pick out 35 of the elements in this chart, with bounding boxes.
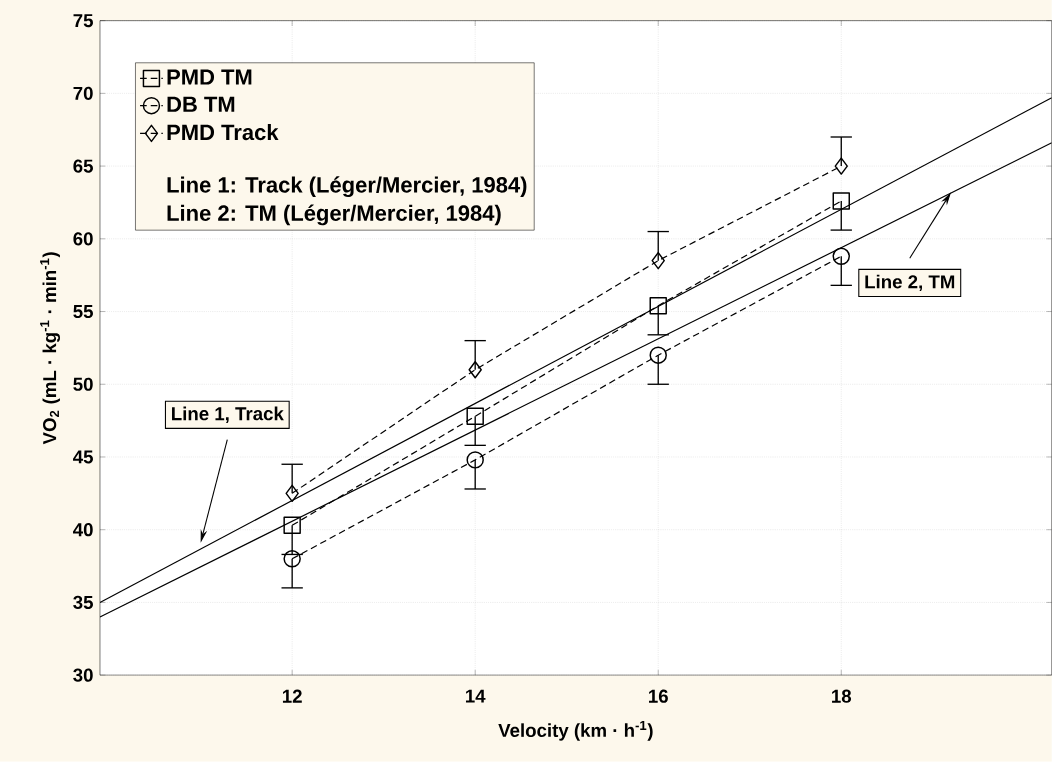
point — [834, 157, 848, 175]
point — [832, 192, 850, 210]
y-tick-label: 70 — [73, 86, 93, 101]
point — [651, 251, 665, 270]
x-tick-label: 14 — [465, 689, 486, 703]
x-tick-label: 12 — [282, 689, 302, 703]
y-tick-label: 40 — [73, 523, 93, 537]
point — [466, 407, 484, 426]
legend-label: DB TM — [167, 96, 235, 112]
legend-label: PMD Track — [167, 124, 279, 141]
x-tick-label: 16 — [649, 689, 668, 703]
point — [468, 361, 482, 379]
y-tick-label: 30 — [73, 668, 93, 682]
y-tick-label: 50 — [73, 377, 93, 391]
point — [466, 451, 484, 469]
annotation: Line 1, Track — [172, 406, 284, 424]
y-tick-label: 35 — [73, 595, 93, 610]
y-tick-label: 45 — [73, 450, 93, 464]
point — [285, 484, 299, 503]
x-axis-title: Velocity (km · h$^{-1}$) — [498, 720, 653, 741]
annotation: Line 2: TM (Léger/Mercier, 1984) — [167, 204, 501, 226]
y-tick-label: 60 — [73, 232, 93, 246]
y-tick-label: 75 — [73, 14, 93, 28]
annotation: Line 1: Track (Léger/Mercier, 1984) — [167, 176, 527, 198]
y-axis-title: VO$_{2}$ (mL · kg$^{-1}$ · min$^{-1}$) — [40, 252, 61, 445]
y-tick-label: 65 — [73, 159, 93, 173]
point — [649, 297, 667, 315]
legend-label: PMD TM — [167, 69, 252, 85]
point — [649, 346, 667, 364]
point — [283, 516, 301, 535]
point — [283, 550, 301, 568]
point — [832, 247, 850, 266]
y-tick-label: 55 — [73, 305, 93, 319]
x-tick-label: 18 — [832, 689, 852, 703]
annotation: Line 2, TM — [865, 274, 955, 292]
